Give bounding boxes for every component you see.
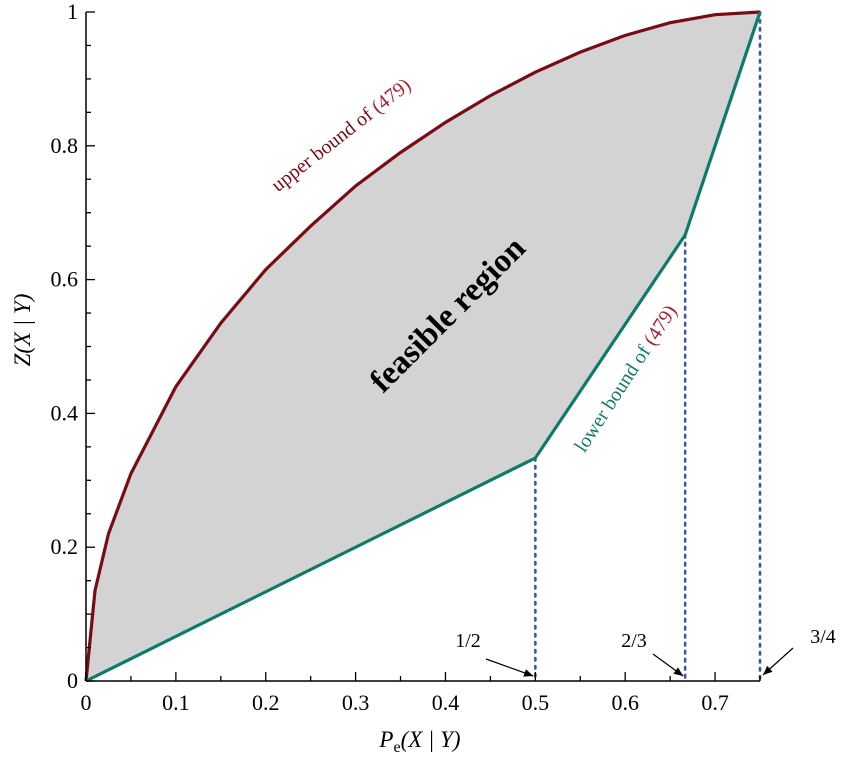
y-tick-label: 0 — [67, 668, 78, 693]
x-tick-label: 0.2 — [252, 690, 280, 715]
y-tick-label: 0.4 — [51, 400, 79, 425]
x-tick-label: 0.3 — [342, 690, 370, 715]
x-ticks: 0 0.1 0.2 0.3 0.4 0.5 0.6 0.7 — [81, 672, 761, 715]
fraction-marker-arrowhead — [523, 669, 534, 677]
upper-bound-curve — [84, 10, 761, 682]
x-tick-label: 0.1 — [162, 690, 190, 715]
fraction-marker-label: 2/3 — [621, 630, 647, 652]
x-axis-title-rest: (X | Y) — [401, 727, 461, 752]
y-tick-label: 0.2 — [51, 534, 79, 559]
y-axis-title: Z(X | Y) — [10, 294, 35, 367]
y-tick-label: 0.6 — [51, 267, 79, 292]
plot-area: 0 0.1 0.2 0.3 0.4 0.5 0.6 0.7 0 0.2 0.4 0.6 0.8 1 Pe… — [10, 0, 836, 756]
y-ticks: 0 0.2 0.4 0.6 0.8 1 — [51, 0, 95, 693]
y-tick-label: 0.8 — [51, 133, 79, 158]
x-tick-label: 0.7 — [701, 690, 729, 715]
fraction-marker-label: 3/4 — [810, 626, 836, 648]
x-tick-label: 0.5 — [522, 690, 550, 715]
fraction-marker-arrowhead — [673, 667, 684, 676]
fraction-marker-label: 1/2 — [455, 630, 481, 652]
dotted-guides — [534, 10, 762, 683]
x-axis-title: Pe(X | Y) — [378, 727, 460, 756]
x-axis-title-sub: e — [393, 739, 400, 756]
x-tick-label: 0 — [81, 690, 92, 715]
x-tick-label: 0.4 — [432, 690, 460, 715]
upper-bound-label-ref: (479) — [368, 74, 416, 118]
lower-bound-curve — [85, 11, 762, 683]
axes: 0 0.1 0.2 0.3 0.4 0.5 0.6 0.7 0 0.2 0.4 0.6 0.8 1 — [51, 0, 761, 715]
fraction-marker-arrowhead — [763, 665, 773, 675]
x-tick-label: 0.6 — [611, 690, 639, 715]
y-tick-label: 1 — [67, 0, 78, 24]
fraction-markers: 1/2 2/3 3/4 — [455, 626, 836, 677]
lower-bound-label-ref: (479) — [640, 301, 682, 349]
x-axis-title-main: P — [378, 727, 393, 752]
feasible-region-fill — [86, 12, 760, 681]
